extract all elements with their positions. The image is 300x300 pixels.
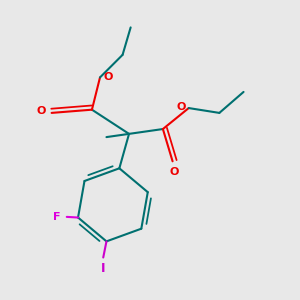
Text: O: O	[103, 72, 112, 82]
Text: O: O	[176, 102, 185, 112]
Text: I: I	[101, 262, 106, 275]
Text: O: O	[36, 106, 46, 116]
Text: O: O	[169, 167, 179, 177]
Text: F: F	[53, 212, 60, 222]
